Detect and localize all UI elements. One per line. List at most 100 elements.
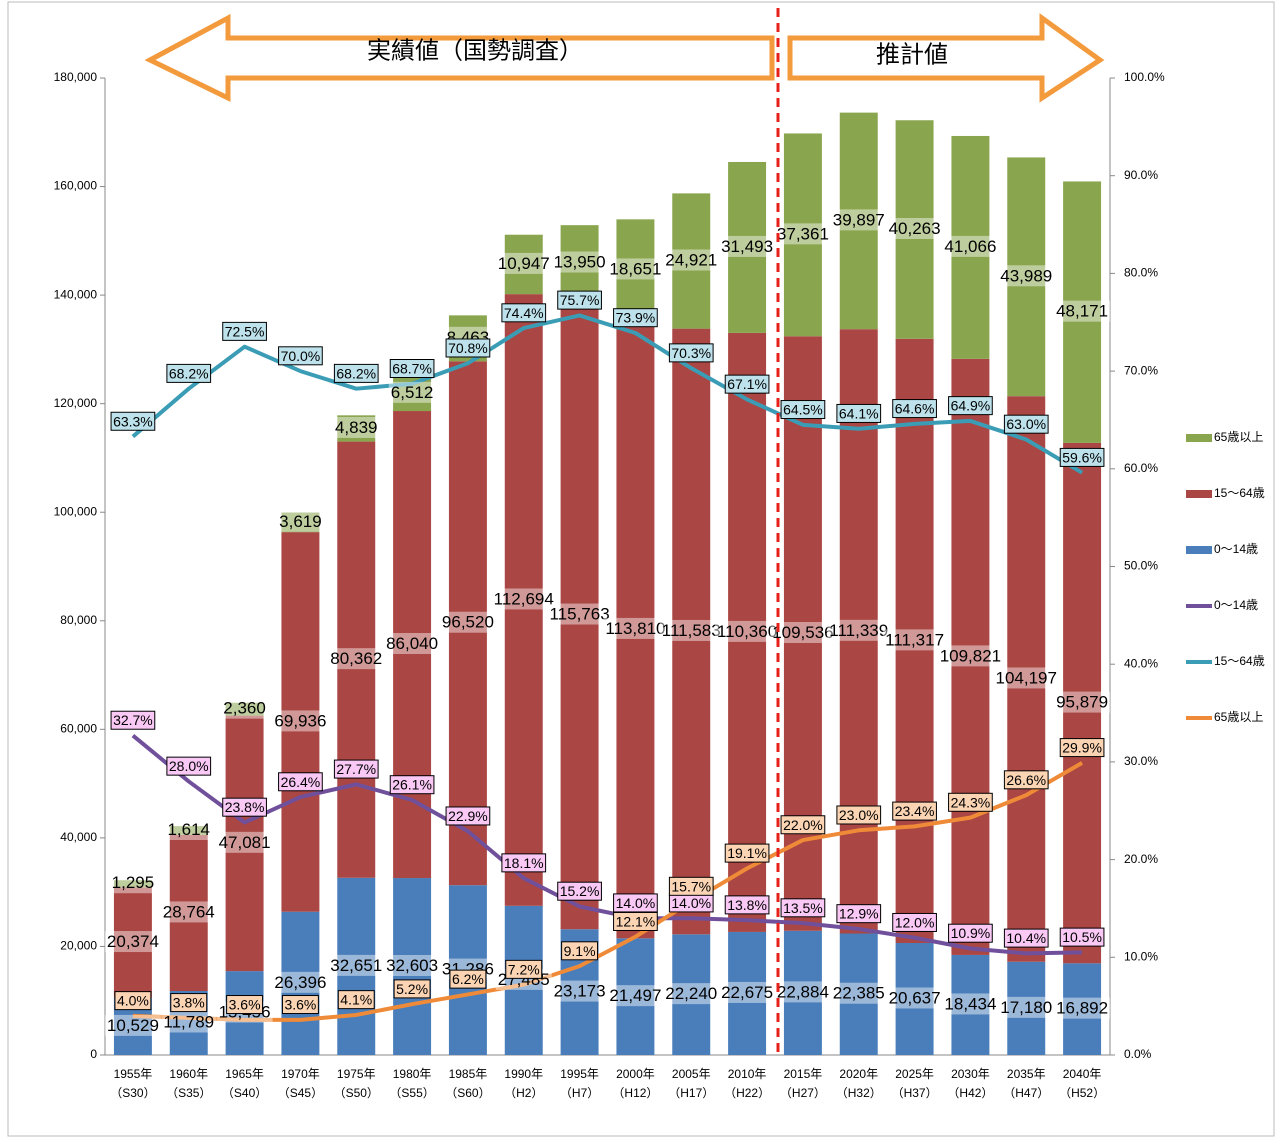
x-tick-label: 1975年: [337, 1067, 376, 1081]
label-box: [663, 249, 720, 271]
bar: [951, 135, 990, 359]
data-label: 10.9%: [951, 925, 991, 941]
data-label: 23.0%: [839, 807, 879, 823]
data-label: 64.9%: [951, 398, 991, 414]
data-label: 63.3%: [113, 413, 153, 429]
label-box: [668, 343, 714, 363]
x-tick-label: 2040年: [1063, 1067, 1102, 1081]
label-box: [384, 633, 441, 655]
arrow-left: [144, 13, 775, 102]
y-tick-label: 160,000: [54, 179, 98, 193]
bar: [113, 887, 152, 998]
y2-tick-label: 80.0%: [1124, 266, 1158, 280]
bar: [616, 219, 655, 321]
data-label: 37,361: [777, 224, 829, 243]
y2-tick-label: 70.0%: [1124, 363, 1158, 377]
data-label: 15.7%: [671, 878, 711, 894]
data-label: 32,603: [386, 956, 438, 975]
data-label: 16,892: [1056, 999, 1108, 1018]
bar: [616, 938, 655, 1055]
data-label: 28.0%: [169, 758, 209, 774]
label-box: [272, 971, 329, 993]
data-label: 13.5%: [783, 900, 823, 916]
label-box: [830, 209, 887, 231]
data-label: 68.2%: [169, 365, 209, 381]
data-label: 109,536: [772, 623, 833, 642]
label-box: [226, 995, 264, 1015]
label-box: [998, 996, 1055, 1018]
data-label: 67.1%: [727, 376, 767, 392]
bar: [225, 702, 264, 716]
data-label: 43,989: [1000, 266, 1052, 285]
label-box: [1003, 414, 1049, 434]
legend-label: 65歳以上: [1214, 430, 1263, 444]
label-box: [161, 1011, 217, 1033]
label-box: [948, 792, 993, 812]
data-label: 68.2%: [336, 365, 376, 381]
label-box: [166, 756, 212, 776]
y2-tick-label: 60.0%: [1124, 461, 1158, 475]
bar: [393, 878, 432, 1055]
data-label: 70.0%: [281, 348, 321, 364]
data-label: 74.4%: [504, 305, 544, 321]
legend-swatch: [1186, 546, 1212, 554]
x-tick-label: （H52）: [1059, 1086, 1105, 1100]
x-tick-label: 2030年: [951, 1067, 990, 1081]
bar: [1063, 181, 1102, 443]
data-label: 31,493: [721, 237, 773, 256]
label-box: [332, 416, 380, 438]
legend-swatch: [1186, 490, 1212, 498]
data-label: 24,921: [665, 250, 717, 269]
label-box: [1059, 447, 1105, 467]
label-box: [337, 990, 375, 1010]
y-tick-label: 80,000: [60, 613, 97, 627]
bar: [839, 933, 878, 1055]
data-labels: 10,52920,3741,29511,78928,7641,61415,456…: [104, 209, 1111, 1036]
data-label: 12.1%: [616, 913, 656, 929]
label-box: [222, 797, 267, 817]
bar: [504, 294, 543, 906]
x-tick-label: 2000年: [616, 1067, 655, 1081]
x-tick-label: （S60）: [445, 1086, 490, 1100]
label-box: [827, 619, 891, 641]
label-box: [445, 806, 491, 826]
data-label: 111,317: [885, 630, 944, 649]
label-box: [613, 911, 658, 931]
bar: [393, 375, 432, 412]
y-tick-label: 120,000: [54, 396, 98, 410]
line: [131, 313, 1084, 475]
data-label: 110,360: [717, 622, 777, 641]
legend-label: 15～64歳: [1214, 654, 1265, 668]
annotation: 実績値（国勢調査）: [367, 37, 583, 64]
label-box: [613, 308, 658, 328]
bar: [281, 512, 320, 533]
label-box: [942, 235, 999, 257]
bar: [1063, 963, 1102, 1055]
data-label: 26.1%: [392, 777, 432, 793]
y-tick-label: 100,000: [54, 504, 98, 518]
label-box: [613, 893, 658, 913]
line: [132, 761, 1084, 1022]
bar: [1063, 442, 1102, 964]
label-box: [109, 872, 157, 894]
label-box: [104, 931, 161, 953]
x-tick-label: 1995年: [560, 1067, 599, 1081]
y-tick-label: 20,000: [60, 939, 97, 953]
label-box: [388, 381, 436, 403]
label-box: [557, 881, 602, 901]
label-box: [501, 303, 547, 323]
data-label: 6.2%: [452, 971, 484, 987]
data-label: 48,171: [1056, 302, 1108, 321]
data-label: 4,839: [335, 418, 378, 437]
data-label: 3.6%: [284, 997, 316, 1013]
data-label: 29.9%: [1062, 740, 1102, 756]
label-box: [607, 985, 664, 1007]
x-tick-label: （H2）: [504, 1086, 543, 1100]
data-label: 59.6%: [1062, 449, 1102, 465]
bar: [951, 954, 990, 1055]
bar: [337, 441, 376, 878]
label-box: [1003, 770, 1049, 790]
label-box: [277, 510, 324, 532]
data-label: 28,764: [163, 902, 215, 921]
label-box: [836, 403, 882, 423]
